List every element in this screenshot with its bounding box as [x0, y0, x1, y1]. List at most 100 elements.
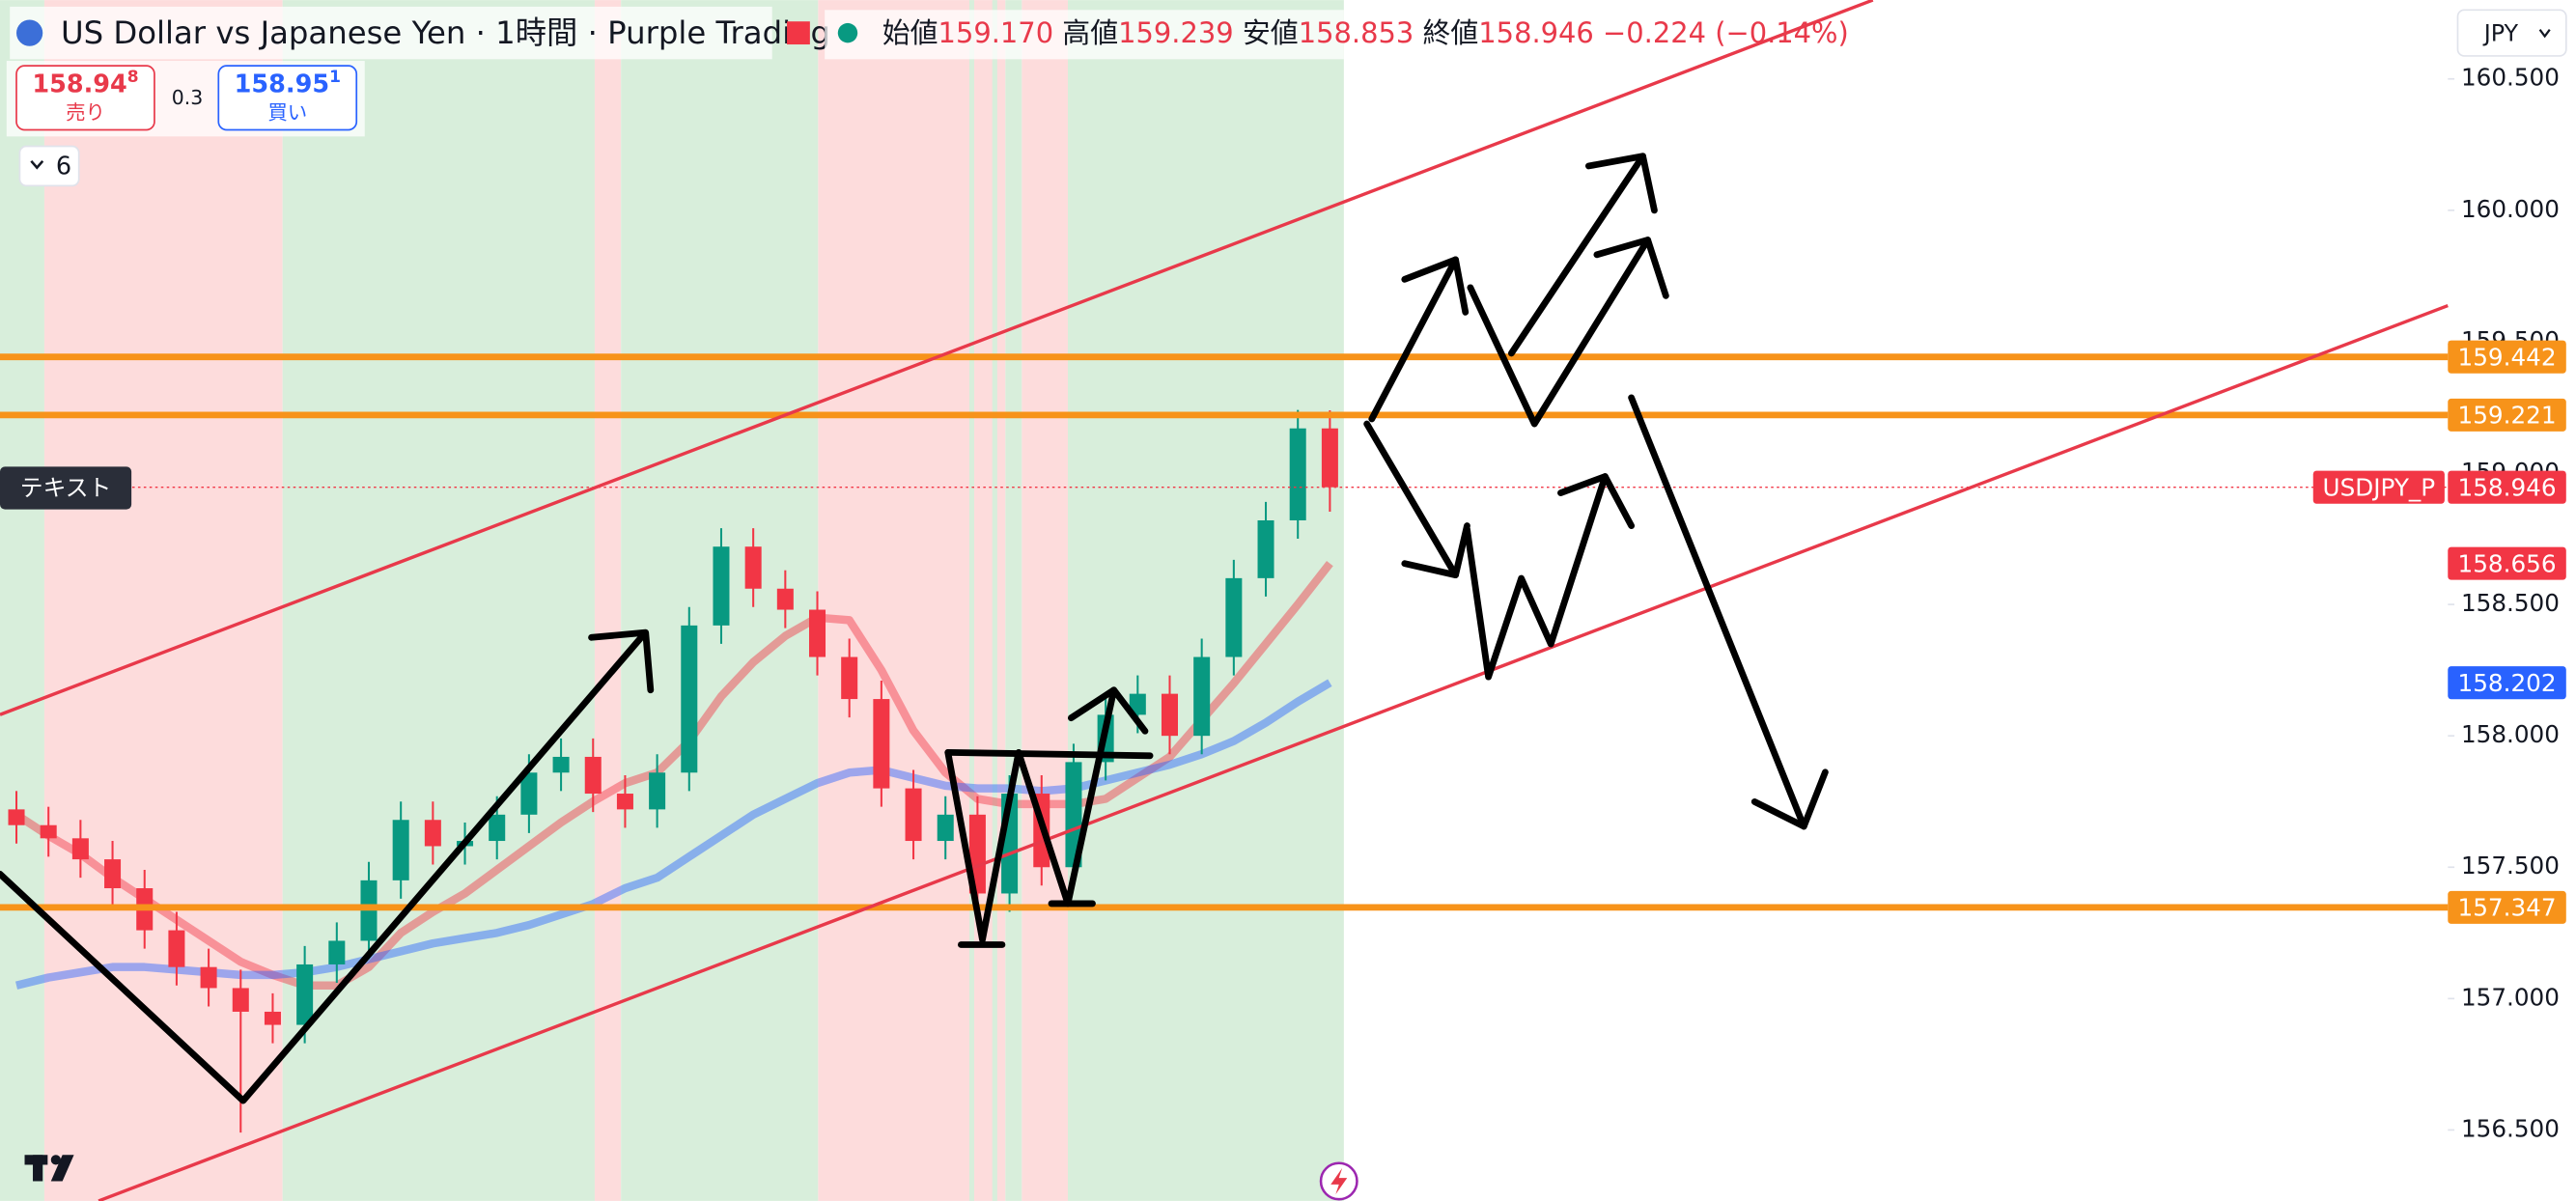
- last-price-label: 158.946: [2458, 473, 2557, 501]
- candle-body: [1161, 693, 1178, 737]
- header-backdrop: [10, 6, 772, 60]
- candle-body: [232, 988, 249, 1012]
- candle-body: [1193, 656, 1211, 737]
- currency: JPY: [2482, 19, 2519, 46]
- change: −0.224 (−0.14%): [1603, 16, 1849, 49]
- candle-body: [8, 809, 25, 825]
- ohlc-backdrop: [825, 10, 1344, 60]
- ma-tag: [2448, 546, 2566, 580]
- buy-button[interactable]: [217, 65, 358, 131]
- ohlc-readout: 始値159.170 高値159.239 安値158.853 終値158.946 …: [882, 16, 1849, 49]
- symbol-flag: [16, 19, 43, 46]
- chevron: [2538, 29, 2551, 39]
- plot-area: [0, 353, 2449, 1133]
- hand-drawn-arrows: [0, 153, 1829, 1104]
- candle-body: [776, 588, 794, 610]
- candle-body: [681, 625, 698, 773]
- candle-body: [264, 1011, 281, 1025]
- price-tags: 159.442 159.221 157.347 USDJPY_P 158.946 158.…: [2312, 340, 2566, 924]
- sell-pip: 8: [127, 68, 139, 87]
- candle-body: [713, 546, 730, 626]
- candle-body: [71, 838, 89, 860]
- symbol-tag: [2312, 470, 2445, 504]
- candle-body: [1321, 428, 1338, 488]
- candle-body: [328, 940, 346, 964]
- ma-tag-label: 158.202: [2458, 669, 2557, 697]
- candle-body: [104, 859, 122, 889]
- moving-average: [14, 679, 1332, 990]
- text-label: テキスト: [20, 475, 112, 502]
- currency-select[interactable]: [2456, 9, 2567, 57]
- chart-title: US Dollar vs Japanese Yen · 1時間 · Purple…: [61, 14, 830, 51]
- ohlc-value: 159.239: [1118, 16, 1234, 49]
- candle-body: [1257, 519, 1274, 578]
- candle-body: [744, 546, 762, 589]
- spread: 0.3: [172, 86, 203, 109]
- ma-tag-label: 158.656: [2458, 549, 2557, 577]
- chevron: [30, 160, 44, 170]
- channel-lines: [0, 0, 2449, 1201]
- y-tick-label: 156.500: [2461, 1114, 2560, 1142]
- candle-body: [520, 772, 538, 815]
- ohlc-value: 158.853: [1299, 16, 1414, 49]
- tv-logo: [24, 1155, 74, 1182]
- candle-body: [841, 656, 858, 700]
- sell-label: 売り: [66, 100, 105, 124]
- last-price-tag: [2448, 470, 2566, 504]
- candle-body: [424, 820, 441, 847]
- buy-pip: 1: [329, 68, 341, 87]
- y-tick-label: 157.500: [2461, 852, 2560, 880]
- sell-main: 158.94: [32, 70, 126, 99]
- symbol-tag-label: USDJPY_P: [2323, 473, 2436, 501]
- candle-body: [489, 814, 506, 842]
- level-tag-label: 159.442: [2458, 343, 2557, 371]
- ohlc-label: 安値: [1243, 16, 1299, 49]
- candle-body: [1289, 428, 1306, 520]
- buy-label: 買い: [267, 100, 307, 124]
- level-tag: [2448, 340, 2566, 374]
- sell-price: 158.948: [32, 68, 138, 99]
- lightning-icon: [1330, 1167, 1348, 1195]
- ma-tag: [2448, 666, 2566, 700]
- level-tag: [2448, 398, 2566, 432]
- ohlc-label: 終値: [1422, 16, 1478, 49]
- sell-button[interactable]: [15, 65, 155, 131]
- candle-body: [296, 964, 314, 1025]
- y-tick-label: 158.500: [2461, 589, 2560, 617]
- ohlc-value: 158.946: [1478, 16, 1594, 49]
- candle-body: [584, 756, 602, 795]
- moving-average: [14, 561, 1333, 990]
- candle-body: [200, 966, 217, 989]
- candle-body: [392, 820, 409, 880]
- level-tag-label: 159.221: [2458, 402, 2557, 430]
- ohlc-label: 始値: [882, 16, 938, 49]
- candle-body: [649, 772, 666, 810]
- level-tag: [2448, 890, 2566, 924]
- candle-body: [552, 756, 570, 773]
- ohlc-value: 159.170: [938, 16, 1054, 49]
- buy-main: 158.95: [235, 70, 329, 99]
- candle-body: [937, 814, 954, 842]
- candle-body: [1225, 577, 1243, 657]
- candle-body: [1065, 762, 1082, 868]
- status-dot: [837, 22, 858, 43]
- y-tick-label: 158.000: [2461, 720, 2560, 748]
- level-tag-label: 157.347: [2458, 894, 2557, 922]
- indicator-count: 6: [56, 153, 71, 182]
- candle-body: [1129, 693, 1146, 715]
- text-label-box: [0, 466, 132, 510]
- y-tick-label: 160.500: [2461, 64, 2560, 92]
- buy-price: 158.951: [235, 68, 341, 99]
- ohlc-label: 高値: [1062, 16, 1118, 49]
- candle-body: [905, 788, 922, 842]
- y-tick-label: 157.000: [2461, 983, 2560, 1011]
- candle-body: [40, 824, 57, 839]
- candle-body: [809, 609, 826, 657]
- y-tick-label: 160.000: [2461, 195, 2560, 223]
- candle-body: [616, 794, 633, 810]
- candle-body: [873, 699, 890, 789]
- candle-body: [168, 930, 185, 967]
- indicator-toggle[interactable]: [18, 145, 80, 187]
